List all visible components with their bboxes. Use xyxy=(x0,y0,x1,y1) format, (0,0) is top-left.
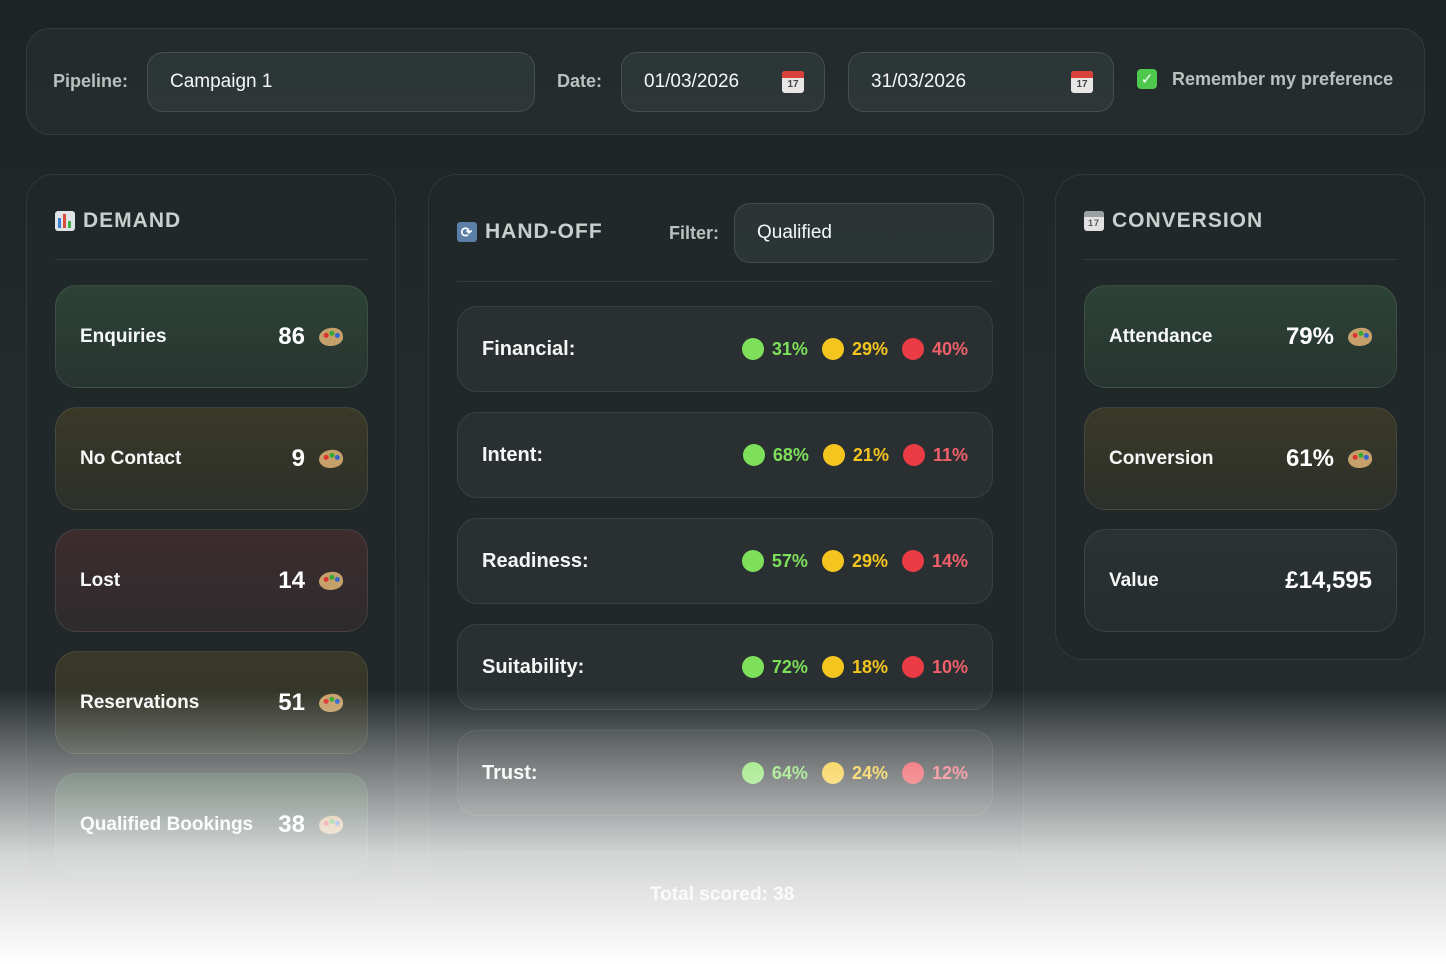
palette-icon[interactable] xyxy=(317,569,345,592)
calendar-icon: 17 xyxy=(1084,211,1104,231)
score-row-trust: Trust: 64% 24% 12% xyxy=(457,730,993,816)
filter-label: Filter: xyxy=(669,223,720,243)
conversion-title: CONVERSION xyxy=(1112,209,1264,232)
yellow-dot-icon xyxy=(821,550,844,572)
yellow-dot-icon xyxy=(821,656,844,678)
divider xyxy=(457,852,993,853)
red-dot-icon xyxy=(901,656,924,678)
metric-card-no-contact[interactable]: No Contact 9 xyxy=(55,407,368,510)
metric-card-enquiries[interactable]: Enquiries 86 xyxy=(55,285,368,388)
red-dot-icon xyxy=(901,762,924,784)
date-to-field[interactable]: 31/03/2026 17 xyxy=(848,52,1114,112)
palette-icon[interactable] xyxy=(317,691,345,714)
score-row-financial: Financial: 31% 29% 40% xyxy=(457,306,993,392)
green-dot-icon xyxy=(741,762,764,784)
palette-icon[interactable] xyxy=(317,325,345,348)
yellow-dot-icon xyxy=(821,338,844,360)
metric-card-conversion[interactable]: Conversion 61% xyxy=(1084,407,1397,510)
conversion-panel: 17 CONVERSION Attendance 79% Conversion … xyxy=(1055,174,1425,660)
red-dot-icon xyxy=(901,550,924,572)
calendar-icon[interactable]: 17 xyxy=(1071,71,1093,93)
metric-card-attendance[interactable]: Attendance 79% xyxy=(1084,285,1397,388)
metric-card-qualified-bookings[interactable]: Qualified Bookings 38 xyxy=(55,773,368,876)
divider xyxy=(1084,259,1397,260)
bar-chart-icon xyxy=(55,211,75,231)
date-to-value: 31/03/2026 xyxy=(871,71,967,92)
pipeline-select[interactable]: Campaign 1 xyxy=(147,52,535,112)
metric-card-value[interactable]: Value £14,595 xyxy=(1084,529,1397,632)
red-dot-icon xyxy=(901,338,924,360)
pipeline-value: Campaign 1 xyxy=(170,71,273,92)
date-label: Date: xyxy=(557,71,603,91)
total-scored: Total scored: 38 xyxy=(650,884,795,905)
date-from-field[interactable]: 01/03/2026 17 xyxy=(621,52,825,112)
green-dot-icon xyxy=(741,656,764,678)
remember-checkbox[interactable]: ✓ xyxy=(1137,69,1157,89)
palette-icon[interactable] xyxy=(317,813,345,836)
divider xyxy=(457,281,993,282)
refresh-icon: ⟳ xyxy=(457,222,477,242)
demand-panel: DEMAND Enquiries 86 No Contact 9 Lost 14… xyxy=(26,174,396,904)
green-dot-icon xyxy=(741,550,764,572)
palette-icon[interactable] xyxy=(317,447,345,470)
yellow-dot-icon xyxy=(821,762,844,784)
calendar-icon[interactable]: 17 xyxy=(782,71,804,93)
metric-card-reservations[interactable]: Reservations 51 xyxy=(55,651,368,754)
handoff-title: HAND-OFF xyxy=(485,220,603,243)
score-row-intent: Intent: 68% 21% 11% xyxy=(457,412,993,498)
palette-icon[interactable] xyxy=(1346,325,1374,348)
metric-card-lost[interactable]: Lost 14 xyxy=(55,529,368,632)
yellow-dot-icon xyxy=(822,444,845,466)
filter-bar: Pipeline: Campaign 1 Date: 01/03/2026 17… xyxy=(26,28,1425,135)
filter-value: Qualified xyxy=(757,222,832,243)
remember-label[interactable]: Remember my preference xyxy=(1172,69,1394,89)
divider xyxy=(55,259,368,260)
red-dot-icon xyxy=(902,444,925,466)
green-dot-icon xyxy=(741,338,764,360)
score-row-suitability: Suitability: 72% 18% 10% xyxy=(457,624,993,710)
date-from-value: 01/03/2026 xyxy=(644,71,740,92)
demand-title: DEMAND xyxy=(83,209,182,232)
green-dot-icon xyxy=(742,444,765,466)
filter-select[interactable]: Qualified xyxy=(734,203,994,263)
palette-icon[interactable] xyxy=(1346,447,1374,470)
pipeline-label: Pipeline: xyxy=(53,71,129,91)
handoff-panel: ⟳ HAND-OFF Filter: Qualified Financial: … xyxy=(428,174,1024,934)
score-row-readiness: Readiness: 57% 29% 14% xyxy=(457,518,993,604)
